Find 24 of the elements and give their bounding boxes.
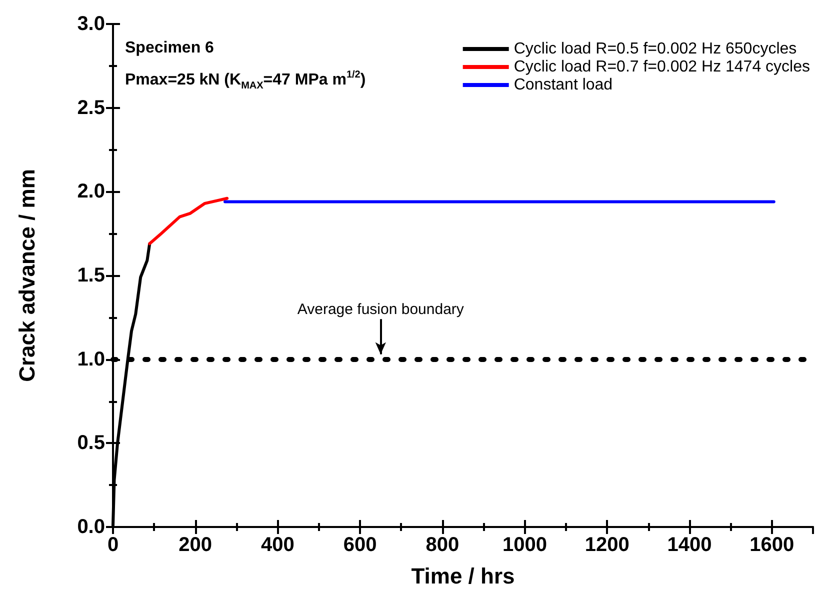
x-tick-label: 200 [178, 534, 212, 556]
x-tick-label: 400 [261, 534, 294, 556]
y-tick-label: 1.5 [77, 264, 105, 286]
y-tick-label: 2.0 [77, 180, 105, 203]
x-tick-label: 1000 [502, 534, 548, 556]
annotation: Average fusion boundary [297, 301, 464, 318]
x-tick-label: 800 [426, 534, 460, 556]
y-tick-label: 3.0 [77, 13, 105, 35]
y-tick-label: 0.5 [77, 432, 105, 454]
x-tick-label: 1400 [667, 534, 712, 556]
x-tick-label: 1600 [750, 534, 794, 556]
x-tick-label: 600 [343, 534, 377, 556]
y-axis-title: Crack advance / mm [14, 169, 40, 382]
line-series [148, 196, 229, 246]
annotation: Specimen 6 [125, 40, 214, 56]
x-axis-title: Time / hrs [411, 564, 515, 588]
y-tick-label: 1.0 [77, 348, 105, 370]
legend-label: Constant load [514, 76, 613, 94]
x-tick-label: 1200 [584, 534, 630, 556]
x-tick-label: 0 [107, 534, 119, 556]
legend-label: Cyclic load R=0.5 f=0.002 Hz 650cycles [514, 40, 797, 58]
y-tick-label: 2.5 [77, 96, 105, 119]
y-tick-label: 0.0 [77, 516, 105, 538]
legend-label: Cyclic load R=0.7 f=0.002 Hz 1474 cycles [514, 58, 810, 76]
